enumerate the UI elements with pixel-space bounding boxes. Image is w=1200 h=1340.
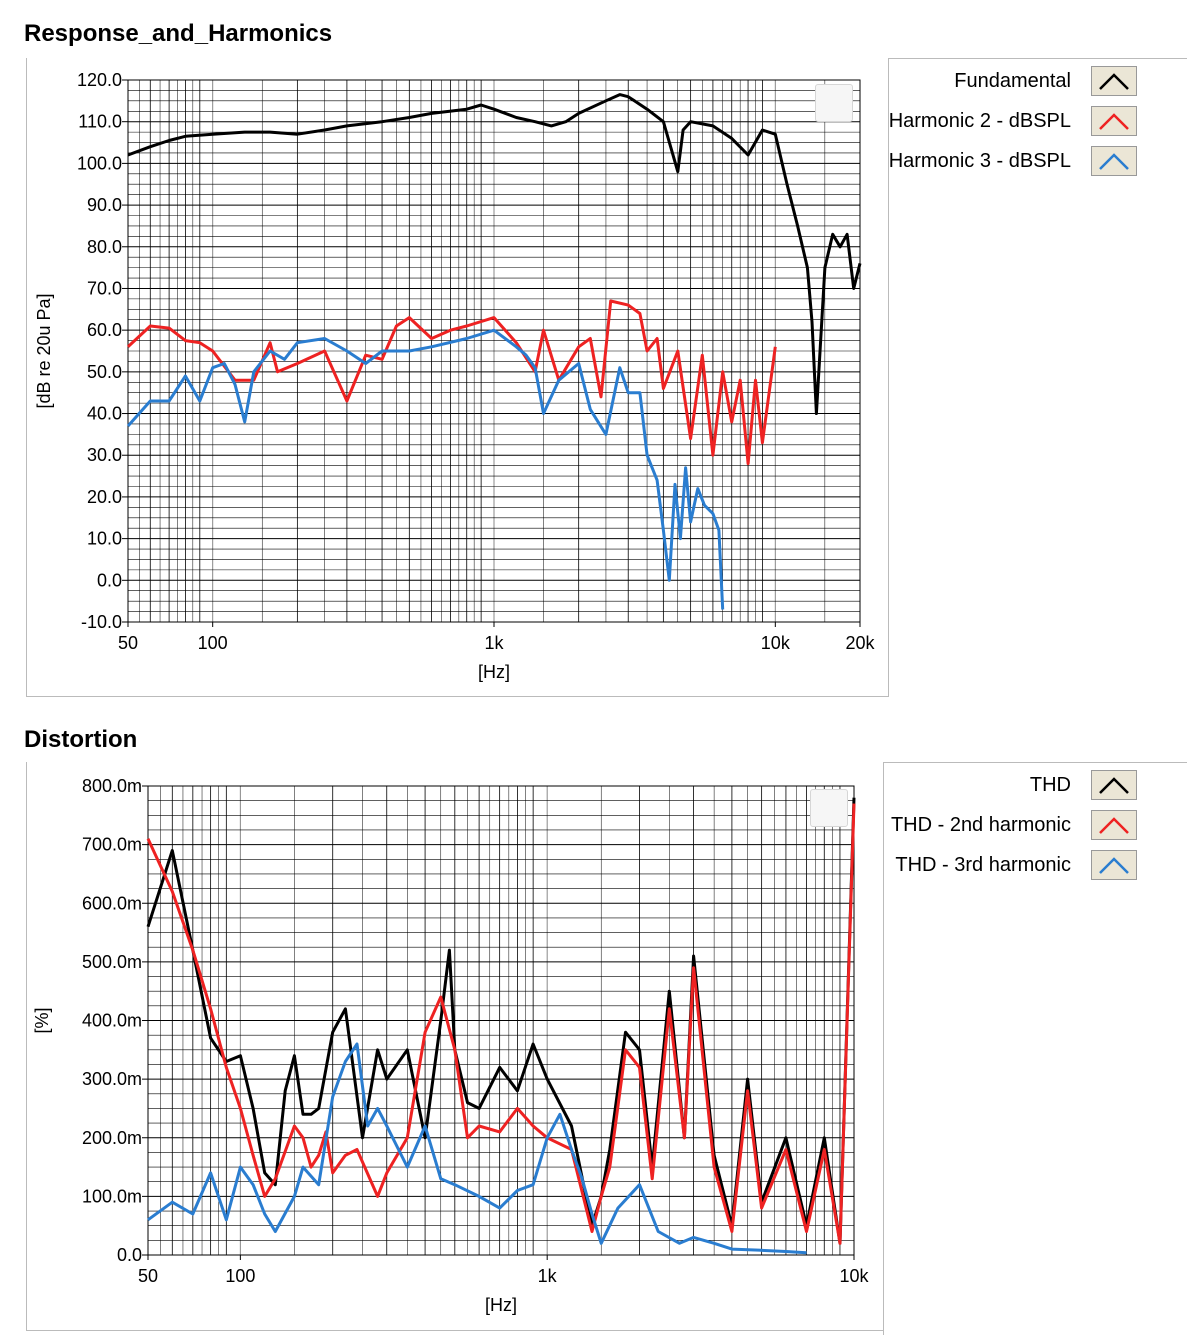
y-tick-label: 80.0 (87, 237, 122, 257)
legend-swatch-icon[interactable] (1091, 850, 1137, 880)
legend-item-thd-2nd[interactable]: THD - 2nd harmonic (891, 805, 1137, 845)
legend-distortion: THD THD - 2nd harmonic THD - 3rd harmoni… (891, 765, 1137, 885)
y-tick-label: 70.0 (87, 278, 122, 298)
x-tick-label: 10k (839, 1266, 869, 1286)
legend-label: THD - 2nd harmonic (890, 813, 1071, 836)
y-tick-label: 20.0 (87, 487, 122, 507)
x-tick-label: 50 (118, 633, 138, 653)
legend-label: Harmonic 2 - dBSPL (888, 109, 1071, 132)
x-tick-label: 100 (198, 633, 228, 653)
legend-item-fundamental[interactable]: Fundamental (889, 61, 1137, 101)
legend-frame-response: Fundamental Harmonic 2 - dBSPL Harmonic … (888, 58, 1187, 697)
x-tick-label: 20k (845, 633, 875, 653)
y-tick-label: 0.0 (97, 570, 122, 590)
series-group (146, 797, 856, 1255)
y-tick-labels: 0.0 100.0m 200.0m 300.0m 400.0m 500.0m 600.0m 7… (82, 776, 148, 1265)
y-tick-label: 60.0 (87, 320, 122, 340)
y-tick-label: 40.0 (87, 404, 122, 424)
y-tick-label: 110.0 (78, 112, 122, 132)
x-tick-label: 50 (138, 1266, 158, 1286)
y-tick-label: 50.0 (87, 362, 122, 382)
plot-palette-icon[interactable] (815, 84, 853, 122)
series-line-1 (127, 93, 862, 415)
chart-title-distortion: Distortion (24, 726, 138, 753)
chart-title-response: Response_and_Harmonics (24, 20, 333, 47)
legend-item-harmonic-2[interactable]: Harmonic 2 - dBSPL (889, 101, 1137, 141)
y-tick-label: 800.0m (82, 776, 142, 796)
y-tick-label: 600.0m (82, 893, 142, 913)
y-tick-label: 700.0m (82, 835, 142, 855)
y-tick-label: -10.0 (81, 612, 122, 632)
y-tick-label: 0.0 (117, 1245, 142, 1265)
y-axis-label: [%] (32, 1007, 52, 1033)
legend-item-thd[interactable]: THD (891, 765, 1137, 805)
plot-palette-icon[interactable] (810, 789, 848, 827)
x-axis-label: [Hz] (478, 662, 510, 682)
y-tick-label: 500.0m (82, 952, 142, 972)
x-tick-labels: 50 100 1k 10k 20k (118, 622, 876, 653)
y-tick-label: 100.0 (77, 153, 122, 173)
legend-item-thd-3rd[interactable]: THD - 3rd harmonic (891, 845, 1137, 885)
legend-swatch-icon[interactable] (1091, 770, 1137, 800)
y-tick-label: 90.0 (87, 195, 122, 215)
y-tick-label: 100.0m (82, 1186, 142, 1206)
legend-label: THD (1029, 773, 1071, 796)
legend-item-harmonic-3[interactable]: Harmonic 3 - dBSPL (889, 141, 1137, 181)
legend-frame-distortion: THD THD - 2nd harmonic THD - 3rd harmoni… (883, 762, 1187, 1335)
x-tick-labels: 50 100 1k 10k (138, 1255, 870, 1286)
series-line-3 (147, 1042, 807, 1255)
series-line-2 (146, 803, 856, 1245)
response-chart[interactable]: -10.0 0.0 10.0 20.0 30.0 40.0 50.0 60.0 70.0 80.0… (0, 0, 1200, 700)
legend-label: THD - 3rd harmonic (895, 853, 1071, 876)
x-tick-label: 1k (538, 1266, 558, 1286)
legend-response: Fundamental Harmonic 2 - dBSPL Harmonic … (889, 61, 1137, 181)
legend-swatch-icon[interactable] (1091, 146, 1137, 176)
y-tick-labels: -10.0 0.0 10.0 20.0 30.0 40.0 50.0 60.0 70.0 80.0… (77, 70, 128, 632)
x-tick-label: 1k (484, 633, 504, 653)
y-tick-label: 10.0 (87, 529, 122, 549)
chart-frame-distortion (26, 762, 883, 1331)
series-group (126, 93, 862, 610)
legend-label: Fundamental (954, 69, 1071, 92)
y-axis-label: [dB re 20u Pa] (34, 293, 54, 408)
x-tick-label: 100 (225, 1266, 255, 1286)
legend-swatch-icon[interactable] (1091, 66, 1137, 96)
x-tick-label: 10k (761, 633, 791, 653)
x-axis-label: [Hz] (485, 1295, 517, 1315)
y-tick-label: 30.0 (87, 445, 122, 465)
legend-swatch-icon[interactable] (1091, 810, 1137, 840)
y-tick-label: 200.0m (82, 1128, 142, 1148)
chart-frame-response (26, 58, 889, 697)
y-tick-label: 300.0m (82, 1069, 142, 1089)
y-tick-label: 400.0m (82, 1011, 142, 1031)
y-tick-label: 120.0 (77, 70, 122, 90)
series-line-3 (126, 328, 725, 610)
legend-swatch-icon[interactable] (1091, 106, 1137, 136)
legend-label: Harmonic 3 - dBSPL (888, 149, 1071, 172)
